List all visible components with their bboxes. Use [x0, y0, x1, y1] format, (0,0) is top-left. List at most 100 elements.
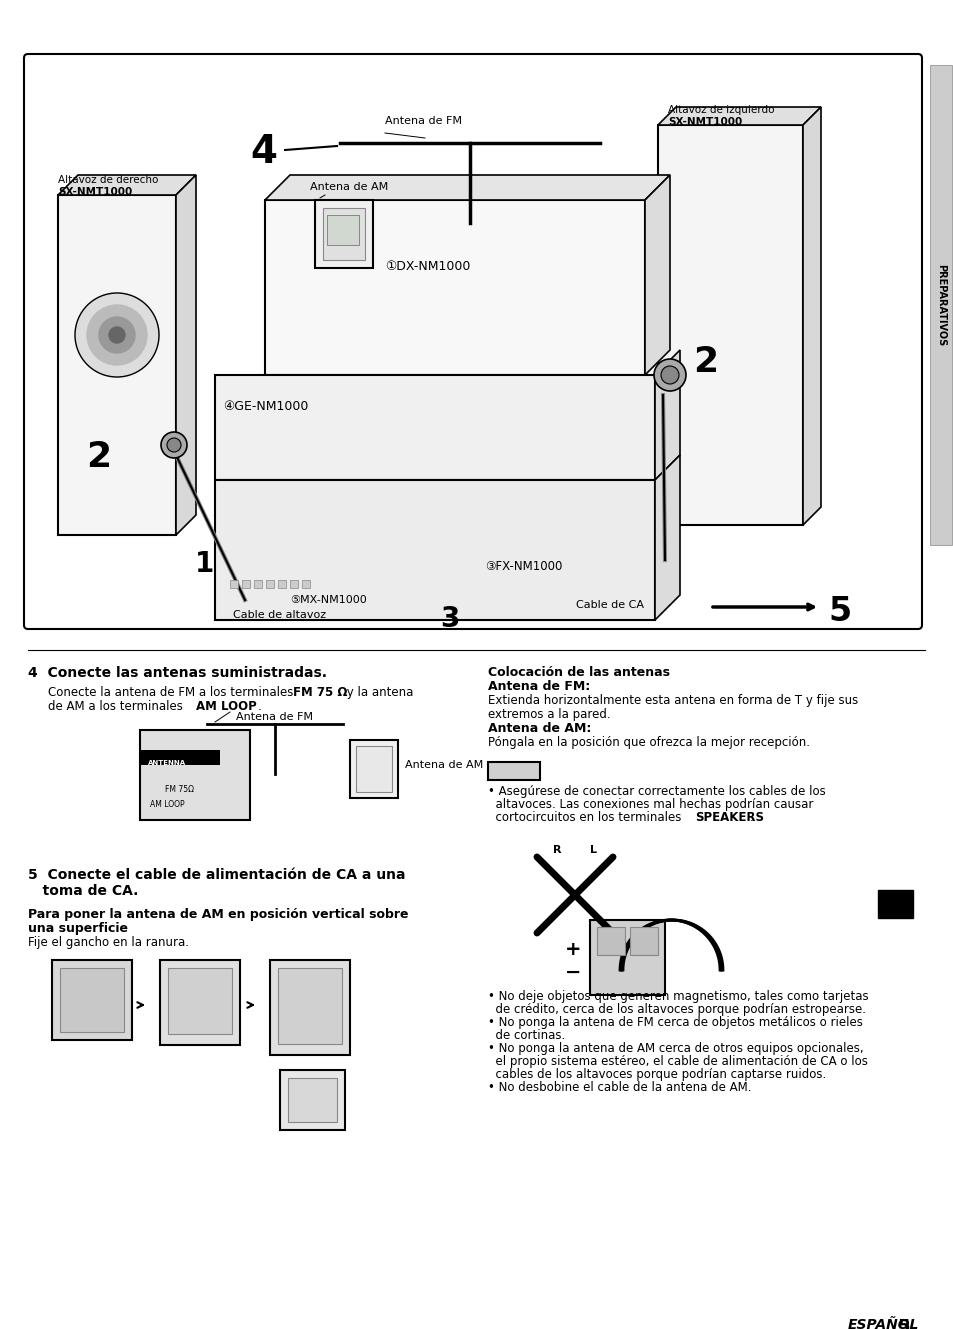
Text: Antena de FM: Antena de FM — [385, 116, 461, 126]
Polygon shape — [644, 175, 669, 375]
Bar — [214, 480, 655, 621]
Text: +: + — [564, 940, 581, 960]
Text: Cable de CA: Cable de CA — [576, 599, 643, 610]
Bar — [277, 968, 341, 1045]
Circle shape — [167, 439, 181, 452]
Text: Altavoz de izquierdo: Altavoz de izquierdo — [667, 105, 774, 116]
Bar — [270, 960, 350, 1055]
Text: Para poner la antena de AM en posición vertical sobre: Para poner la antena de AM en posición v… — [28, 908, 408, 921]
Polygon shape — [265, 175, 669, 199]
Text: Extienda horizontalmente esta antena en forma de T y fije sus: Extienda horizontalmente esta antena en … — [488, 694, 858, 707]
Polygon shape — [175, 175, 195, 536]
Text: 2: 2 — [692, 346, 718, 379]
Polygon shape — [802, 108, 821, 525]
Text: una superficie: una superficie — [28, 922, 128, 936]
Bar — [597, 928, 624, 956]
Circle shape — [87, 304, 147, 365]
Text: ③FX-NM1000: ③FX-NM1000 — [484, 560, 561, 573]
Bar — [290, 579, 297, 587]
Text: ⑤MX-NM1000: ⑤MX-NM1000 — [290, 595, 366, 605]
Text: AM LOOP: AM LOOP — [150, 800, 185, 809]
Text: ①DX-NM1000: ①DX-NM1000 — [385, 260, 470, 272]
Text: extremos a la pared.: extremos a la pared. — [488, 708, 610, 722]
Text: 1: 1 — [194, 550, 214, 578]
Text: de AM a los terminales: de AM a los terminales — [48, 700, 187, 712]
Bar — [266, 579, 274, 587]
Text: y la antena: y la antena — [343, 686, 413, 699]
Text: FM 75 Ω: FM 75 Ω — [293, 686, 347, 699]
Text: AM LOOP: AM LOOP — [195, 700, 256, 712]
Polygon shape — [658, 108, 821, 125]
Text: NOTA: NOTA — [491, 766, 527, 777]
Text: 5: 5 — [897, 1318, 909, 1329]
Circle shape — [161, 432, 187, 459]
Polygon shape — [655, 455, 679, 621]
Circle shape — [654, 359, 685, 391]
Bar — [929, 65, 951, 545]
Text: 2: 2 — [86, 440, 111, 474]
Text: .: . — [257, 700, 261, 712]
Text: cables de los altavoces porque podrían captarse ruidos.: cables de los altavoces porque podrían c… — [488, 1069, 825, 1080]
Text: PREPARATIVOS: PREPARATIVOS — [935, 264, 945, 346]
Text: • Asegúrese de conectar correctamente los cables de los: • Asegúrese de conectar correctamente lo… — [488, 785, 825, 797]
Bar — [355, 746, 392, 792]
Text: SX-NMT1000: SX-NMT1000 — [667, 117, 741, 128]
Text: SPEAKERS: SPEAKERS — [695, 811, 763, 824]
Circle shape — [109, 327, 125, 343]
FancyBboxPatch shape — [24, 54, 921, 629]
Bar — [314, 199, 373, 268]
Text: de cortinas.: de cortinas. — [488, 1029, 565, 1042]
Text: 4  Conecte las antenas suministradas.: 4 Conecte las antenas suministradas. — [28, 666, 327, 680]
Text: • No desbobine el cable de la antena de AM.: • No desbobine el cable de la antena de … — [488, 1080, 751, 1094]
Bar — [277, 579, 286, 587]
Bar — [214, 375, 655, 480]
Text: Altavoz de derecho: Altavoz de derecho — [58, 175, 158, 185]
Bar — [230, 579, 237, 587]
Circle shape — [75, 292, 159, 377]
Text: toma de CA.: toma de CA. — [28, 884, 138, 898]
Bar — [60, 968, 124, 1033]
Text: ④GE-NM1000: ④GE-NM1000 — [223, 400, 308, 413]
Bar — [288, 1078, 336, 1122]
Bar — [253, 579, 262, 587]
Bar — [160, 960, 240, 1045]
Bar — [242, 579, 250, 587]
Text: Antena de FM:: Antena de FM: — [488, 680, 590, 692]
Text: • No ponga la antena de AM cerca de otros equipos opcionales,: • No ponga la antena de AM cerca de otro… — [488, 1042, 862, 1055]
Text: −: − — [564, 964, 580, 982]
Text: R: R — [553, 845, 561, 855]
Text: Conecte la antena de FM a los terminales: Conecte la antena de FM a los terminales — [48, 686, 296, 699]
Text: • No deje objetos que generen magnetismo, tales como tarjetas: • No deje objetos que generen magnetismo… — [488, 990, 868, 1003]
Text: L: L — [589, 845, 597, 855]
Bar — [658, 125, 802, 525]
Bar — [877, 890, 912, 918]
Bar — [58, 195, 175, 536]
Text: Cable de altavoz: Cable de altavoz — [233, 610, 326, 621]
Text: Antena de AM:: Antena de AM: — [488, 722, 591, 735]
Text: el propio sistema estéreo, el cable de alimentación de CA o los: el propio sistema estéreo, el cable de a… — [488, 1055, 867, 1069]
Bar — [168, 968, 232, 1034]
Text: ESPAÑOL: ESPAÑOL — [847, 1318, 919, 1329]
Text: de crédito, cerca de los altavoces porque podrían estropearse.: de crédito, cerca de los altavoces porqu… — [488, 1003, 865, 1015]
Text: E: E — [889, 896, 900, 910]
Polygon shape — [140, 750, 220, 766]
Bar — [280, 1070, 345, 1130]
Text: 5  Conecte el cable de alimentación de CA a una: 5 Conecte el cable de alimentación de CA… — [28, 868, 405, 882]
Bar — [140, 730, 250, 820]
Circle shape — [660, 365, 679, 384]
Text: cortocircuitos en los terminales: cortocircuitos en los terminales — [488, 811, 684, 824]
Bar — [350, 740, 397, 797]
Text: 4: 4 — [250, 133, 276, 171]
Text: .: . — [749, 811, 753, 824]
Text: SX-NMT1000: SX-NMT1000 — [58, 187, 132, 197]
Bar — [52, 960, 132, 1041]
Text: • No ponga la antena de FM cerca de objetos metálicos o rieles: • No ponga la antena de FM cerca de obje… — [488, 1015, 862, 1029]
Bar — [488, 762, 539, 780]
Text: FM 75Ω: FM 75Ω — [165, 785, 193, 793]
Bar — [265, 199, 644, 375]
Bar — [323, 209, 365, 260]
Text: ANTENNA: ANTENNA — [148, 760, 186, 766]
Bar — [629, 928, 658, 956]
Text: Antena de FM: Antena de FM — [236, 712, 314, 722]
Bar — [302, 579, 310, 587]
